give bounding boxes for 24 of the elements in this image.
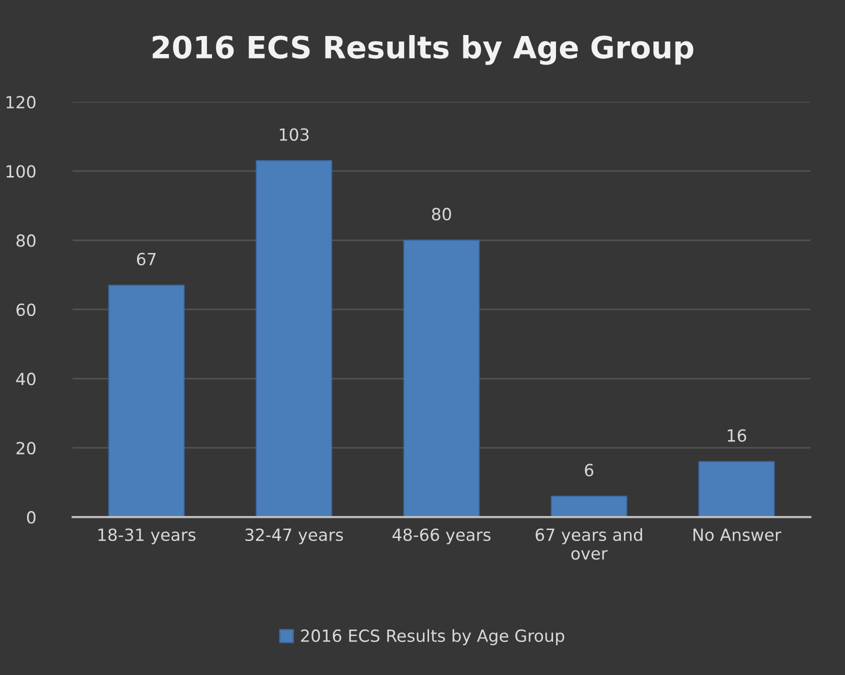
bar <box>550 496 628 518</box>
data-label: 103 <box>280 128 309 141</box>
y-tick-label: 20 <box>16 442 36 454</box>
y-tick-label: 40 <box>16 372 36 386</box>
x-tick-label: 18-31 years <box>98 528 196 544</box>
bar <box>108 284 185 518</box>
x-tick-label: 32-47 years <box>245 528 343 544</box>
bar <box>256 160 332 518</box>
x-tick-label: 48-66 years <box>392 528 490 544</box>
data-label: 80 <box>432 208 452 220</box>
y-tick-label: 60 <box>16 303 36 316</box>
y-tick-label: 100 <box>6 165 36 178</box>
x-tick-label: 67 years and over <box>536 528 642 560</box>
chart-title: 2016 ECS Results by Age Group <box>152 35 694 65</box>
x-tick-label: No Answer <box>694 528 782 542</box>
data-label: 67 <box>137 252 156 266</box>
bar <box>698 461 775 518</box>
y-tick-label: 80 <box>16 234 36 247</box>
data-label: 16 <box>728 429 746 442</box>
legend-label: 2016 ECS Results by Age Group <box>301 629 564 646</box>
data-label: 6 <box>584 464 594 476</box>
y-tick-label: 120 <box>6 96 36 108</box>
y-tick-label: 0 <box>27 511 36 524</box>
bar <box>403 240 480 518</box>
